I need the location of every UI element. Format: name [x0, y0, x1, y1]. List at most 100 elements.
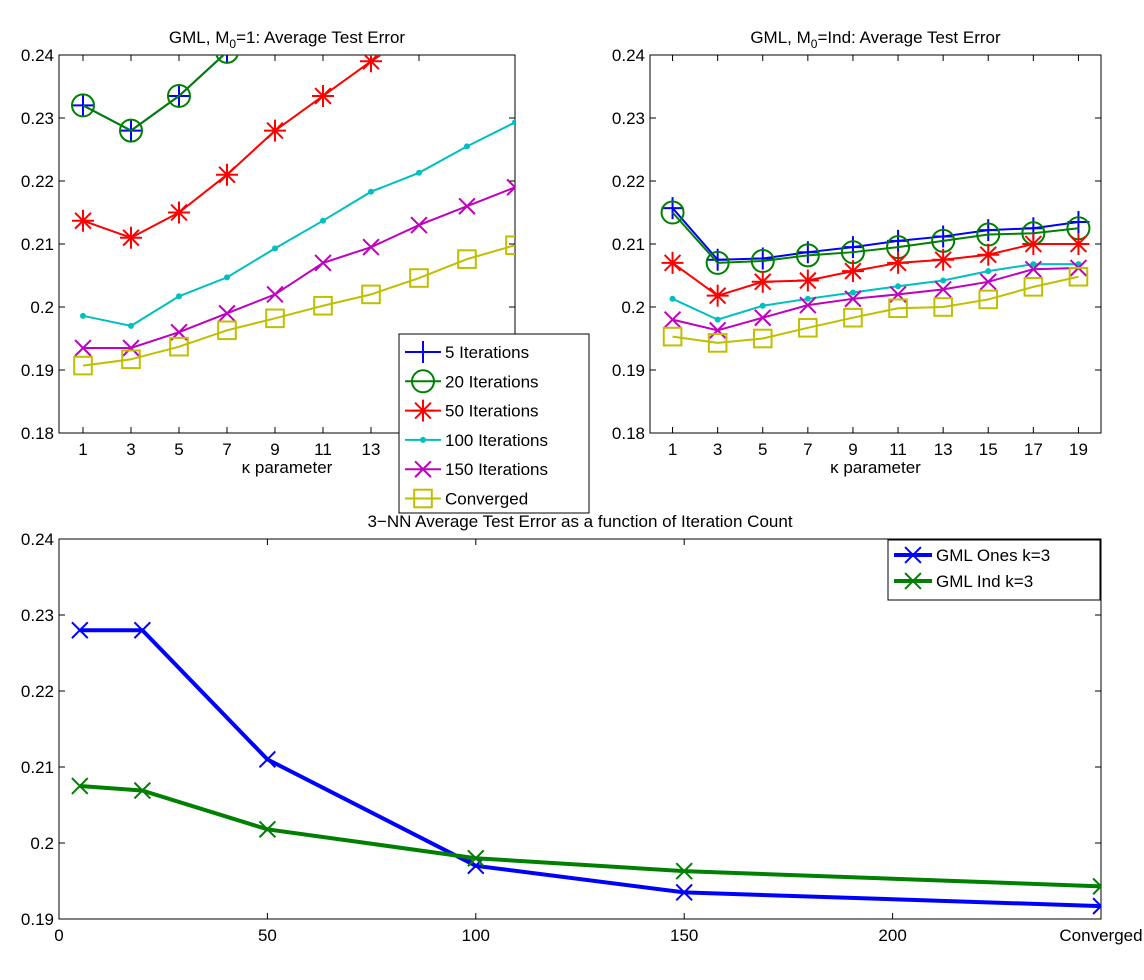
- data-point: [361, 284, 381, 305]
- data-point: [168, 201, 190, 224]
- data-point: [841, 260, 864, 283]
- data-point: [798, 317, 818, 338]
- data-point: [224, 274, 230, 281]
- data-point: [314, 254, 332, 272]
- data-point: [675, 883, 693, 902]
- y-tick-label: 0.22: [612, 172, 645, 191]
- data-point: [660, 200, 685, 225]
- data-point: [464, 143, 470, 150]
- data-point: [1068, 266, 1089, 287]
- data-point: [226, 55, 228, 63]
- legend-marker: [412, 399, 434, 422]
- data-point: [887, 251, 910, 274]
- data-point: [751, 270, 774, 293]
- data-point: [80, 312, 86, 319]
- legend-marker: [420, 436, 426, 443]
- data-point: [176, 293, 182, 300]
- chart-1: 0.180.190.20.210.220.230.241 3 5 7 9 11 13 15 17…: [612, 28, 1102, 477]
- x-tick-label: 5: [758, 440, 767, 459]
- legend-box: [398, 333, 590, 514]
- data-point: [1022, 233, 1045, 255]
- data-point: [167, 83, 191, 108]
- data-point: [360, 55, 382, 73]
- legend-label: GML Ind k=3: [936, 572, 1033, 591]
- data-point: [133, 781, 151, 800]
- y-tick-label: 0.23: [612, 109, 645, 128]
- x-tick-label: 1: [668, 440, 677, 459]
- data-point: [849, 289, 856, 296]
- x-axis-label: κ parameter: [242, 458, 333, 477]
- series-line-2: [82, 55, 383, 239]
- data-point: [368, 188, 374, 195]
- data-point: [258, 750, 277, 769]
- data-point: [216, 163, 238, 186]
- y-tick-label: 0.21: [612, 235, 645, 254]
- data-point: [266, 285, 284, 304]
- data-point: [888, 298, 908, 319]
- data-point: [72, 209, 94, 232]
- x-tick-label: 9: [848, 440, 857, 459]
- legend-label: 50 Iterations: [445, 402, 539, 421]
- data-point: [1023, 277, 1044, 297]
- y-tick-label: 0.2: [30, 298, 54, 317]
- data-point: [409, 268, 429, 288]
- x-tick-label: 50: [258, 926, 277, 945]
- x-axis-label: κ parameter: [830, 458, 921, 477]
- data-point: [71, 93, 95, 118]
- data-point: [272, 245, 278, 252]
- data-point: [714, 316, 721, 323]
- legend-label: 150 Iterations: [445, 460, 548, 479]
- legend-marker: [414, 460, 432, 478]
- series-group: [660, 197, 1091, 353]
- data-point: [1067, 233, 1090, 255]
- data-point: [662, 326, 683, 347]
- y-tick-label: 0.23: [21, 606, 54, 625]
- data-point: [887, 229, 910, 252]
- data-point: [458, 197, 476, 215]
- legend-marker: [904, 572, 922, 590]
- y-tick-label: 0.2: [621, 298, 645, 317]
- data-point: [512, 119, 515, 126]
- legend-chart-2: GML Ones k=3 GML Ind k=3: [887, 539, 1101, 601]
- y-tick-label: 0.22: [21, 682, 54, 701]
- data-point: [215, 55, 239, 64]
- data-point: [977, 243, 1000, 266]
- series-line-3: [672, 263, 1079, 321]
- x-tick-label: Converged: [1059, 926, 1142, 945]
- chart-title: GML, M0=Ind: Average Test Error: [750, 28, 1001, 51]
- legend-box: [887, 539, 1101, 601]
- x-tick-label: 9: [270, 440, 279, 459]
- series-group: [71, 0, 515, 376]
- x-tick-label: 5: [174, 440, 183, 459]
- x-tick-label: 13: [934, 440, 953, 459]
- legend-chart-0: 5 Iterations 20 Iterations 50 Iterations 10…: [398, 333, 590, 514]
- data-point: [312, 0, 334, 3]
- data-point: [933, 297, 953, 317]
- data-point: [456, 0, 478, 16]
- chart-title: 3−NN Average Test Error as a function of…: [367, 512, 792, 531]
- data-point: [796, 269, 819, 292]
- data-point: [264, 6, 286, 28]
- data-point: [1092, 897, 1101, 915]
- data-point: [121, 349, 141, 370]
- data-point: [799, 296, 817, 314]
- data-point: [978, 289, 999, 310]
- data-point: [709, 321, 727, 339]
- legend-label: 5 Iterations: [445, 343, 529, 362]
- data-point: [71, 777, 89, 795]
- data-point: [1092, 877, 1101, 895]
- y-tick-label: 0.24: [21, 46, 54, 65]
- legend-marker: [413, 488, 433, 509]
- data-point: [312, 84, 334, 107]
- y-tick-label: 0.18: [21, 424, 54, 443]
- y-tick-label: 0.21: [21, 235, 54, 254]
- x-tick-label: 200: [878, 926, 906, 945]
- data-point: [74, 339, 92, 357]
- data-point: [265, 308, 285, 329]
- series-line-2: [671, 243, 1079, 297]
- plot-frame: [58, 538, 1102, 920]
- data-point: [457, 249, 477, 269]
- data-point: [841, 236, 864, 259]
- data-point: [217, 320, 237, 341]
